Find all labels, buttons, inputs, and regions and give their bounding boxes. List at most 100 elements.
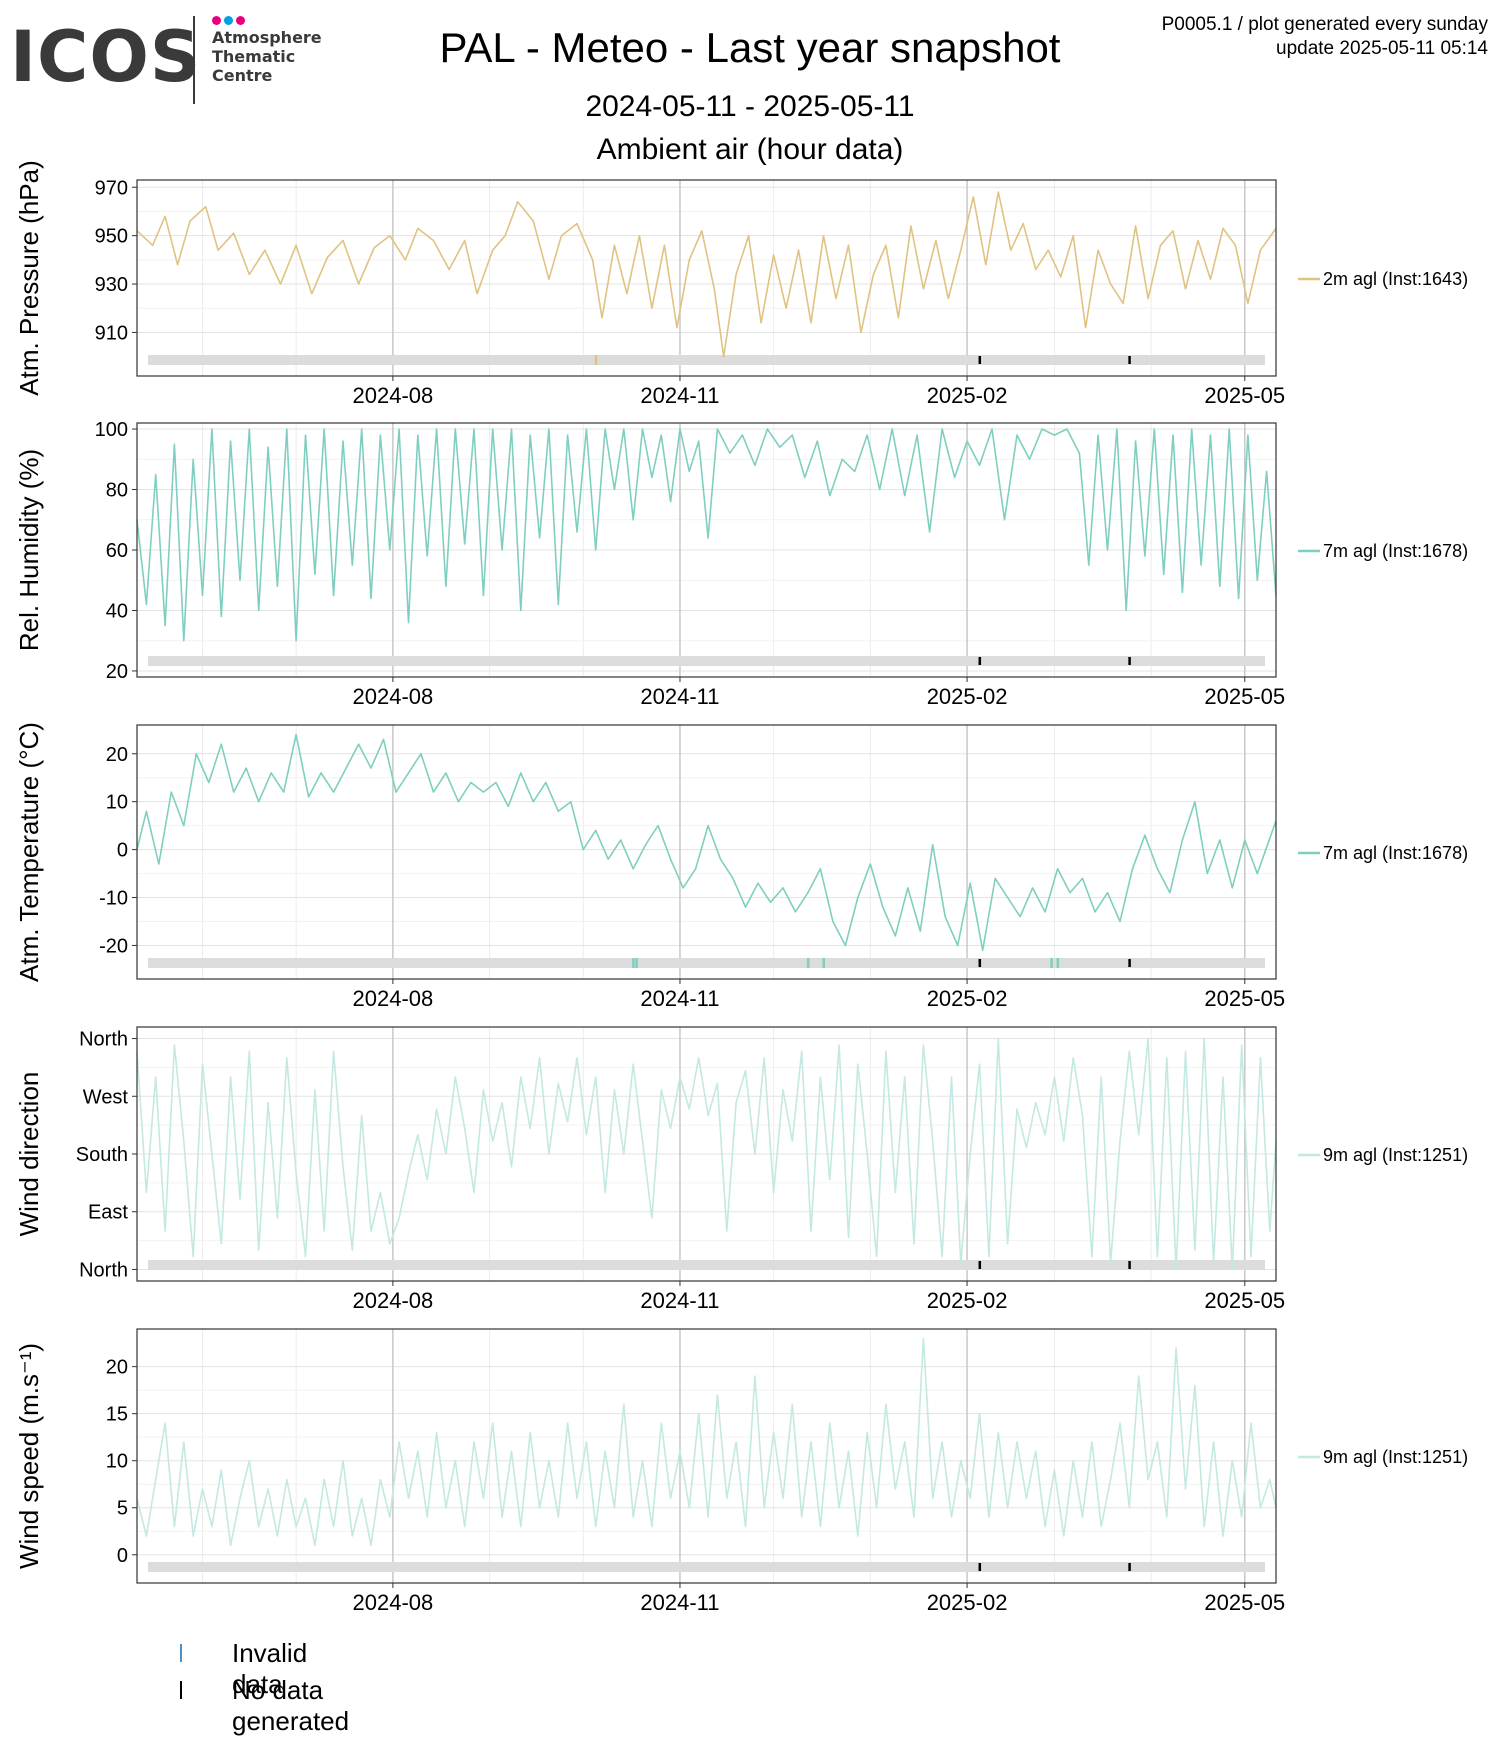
logo-dot-1 [212,16,221,25]
y-tick-label: East [88,1202,128,1224]
invalid-data-marker [806,958,810,968]
y-tick-label: -20 [99,935,128,957]
x-tick-label: 2024-11 [640,1590,719,1615]
update-time-note: update 2025-05-11 05:14 [1276,38,1488,59]
y-tick-label: 5 [117,1498,128,1520]
x-tick-label: 2024-11 [640,383,719,408]
chart-panel-2 [132,422,1320,682]
invalid-data-marker [632,958,635,968]
logo-line-3: Centre [212,66,273,85]
y-tick-label: 80 [106,480,128,502]
x-tick-label: 2025-02 [927,1288,1008,1313]
no-data-marker [978,1563,982,1571]
y-tick-label: 970 [95,177,128,199]
series-line [136,428,1277,642]
y-tick-label: South [76,1144,128,1166]
x-tick-label: 2025-02 [927,986,1008,1011]
series-line [136,191,1277,358]
y-tick-label: 20 [106,1357,128,1379]
y-axis-title: Wind direction [14,1072,44,1237]
y-tick-label: 15 [106,1404,128,1426]
y-tick-label: -10 [99,888,128,910]
y-axis-title: Rel. Humidity (%) [14,449,44,651]
logo-line-2: Thematic [212,47,296,66]
y-tick-label: 10 [106,1451,128,1473]
plot-id-note: P0005.1 / plot generated every sunday [1161,14,1488,35]
availability-bar [148,656,1265,666]
legend-series-label: 7m agl (Inst:1678) [1323,843,1468,863]
no-data-marker [978,1261,982,1269]
chart-panel-5 [132,1328,1320,1588]
x-tick-label: 2024-08 [353,1288,434,1313]
no-data-marker [1128,959,1131,967]
x-tick-label: 2025-05 [1204,383,1285,408]
y-axis-title: Wind speed (m.s⁻¹) [14,1343,44,1569]
no-data-marker [978,959,982,967]
series-line [136,1337,1277,1547]
logo-dot-3 [236,16,245,25]
series-line [136,1037,1277,1271]
x-tick-label: 2024-08 [353,1590,434,1615]
invalid-data-marker [594,355,598,365]
y-tick-label: 20 [106,744,128,766]
x-tick-label: 2024-11 [640,684,719,709]
legend-series-label: 9m agl (Inst:1251) [1323,1447,1468,1467]
page-title: PAL - Meteo - Last year snapshot [439,24,1061,71]
icos-logo: ICOS Atmosphere Thematic Centre [10,16,330,106]
logo-line-1: Atmosphere [212,28,322,47]
no-data-marker [1128,1261,1131,1269]
availability-bar [148,1562,1265,1572]
panel-border [136,724,1277,980]
invalid-data-marker [1050,958,1053,968]
invalid-data-marker [635,958,638,968]
no-data-marker [1128,1563,1131,1571]
chart-panel-4 [132,1026,1320,1286]
chart-panel-1 [132,179,1320,381]
y-tick-label: 0 [117,840,128,862]
x-tick-label: 2025-02 [927,684,1008,709]
invalid-data-marker [822,958,826,968]
x-tick-label: 2025-05 [1204,1590,1285,1615]
panel-border [136,179,1277,377]
invalid-data-marker [1056,958,1060,968]
legend-no-data-label: No data generated [232,1675,350,1736]
panel-border [136,422,1277,678]
y-tick-label: 20 [106,661,128,683]
data-type-subtitle: Ambient air (hour data) [596,133,904,166]
no-data-marker [978,657,982,665]
panel-border [136,1328,1277,1584]
x-tick-label: 2025-02 [927,383,1008,408]
legend-series-label: 9m agl (Inst:1251) [1323,1145,1468,1165]
y-tick-label: North [79,1259,128,1281]
no-data-marker [1128,356,1131,364]
logo-dot-2 [224,16,233,25]
legend-series-label: 2m agl (Inst:1643) [1323,269,1468,289]
y-tick-label: 930 [95,274,128,296]
legend-invalid-label: Invalid data [232,1638,308,1699]
availability-bar [148,958,1265,968]
x-tick-label: 2025-05 [1204,684,1285,709]
y-tick-label: 0 [117,1545,128,1567]
logo-wordmark: ICOS [10,16,202,98]
panel-border [136,1026,1277,1282]
x-tick-label: 2024-08 [353,986,434,1011]
x-tick-label: 2024-11 [640,1288,719,1313]
y-tick-label: 10 [106,792,128,814]
y-axis-title: Atm. Temperature (°C) [14,722,44,982]
no-data-marker [1128,657,1131,665]
availability-bar [148,355,1265,365]
y-tick-label: 40 [106,600,128,622]
y-tick-label: North [79,1029,128,1051]
date-range-subtitle: 2024-05-11 - 2025-05-11 [585,90,915,123]
y-tick-label: 910 [95,322,128,344]
x-tick-label: 2024-11 [640,986,719,1011]
y-tick-label: West [83,1086,129,1108]
x-tick-label: 2025-02 [927,1590,1008,1615]
invalid-data-mark [180,1644,182,1662]
y-tick-label: 950 [95,226,128,248]
y-tick-label: 60 [106,540,128,562]
y-axis-title: Atm. Pressure (hPa) [14,160,44,396]
x-tick-label: 2024-08 [353,383,434,408]
y-tick-label: 100 [95,419,128,441]
